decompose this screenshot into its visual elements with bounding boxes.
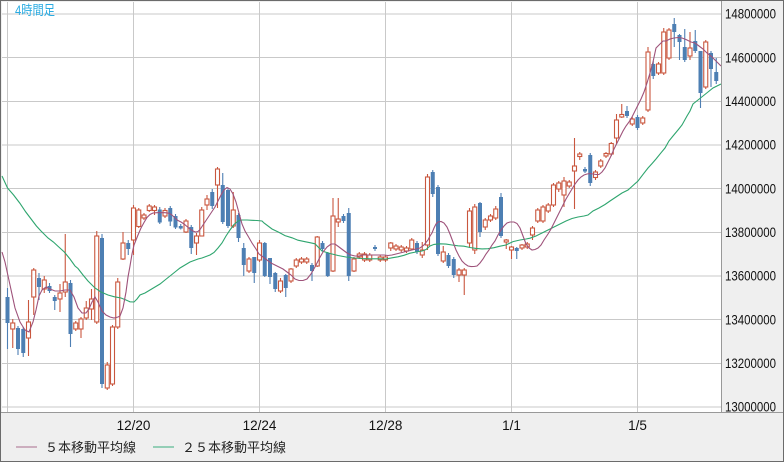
svg-text:13800000: 13800000 <box>725 225 776 240</box>
svg-text:14200000: 14200000 <box>725 138 776 153</box>
svg-text:13000000: 13000000 <box>725 400 776 415</box>
svg-text:14600000: 14600000 <box>725 50 776 65</box>
svg-text:13600000: 13600000 <box>725 269 776 284</box>
svg-text:1/5: 1/5 <box>628 418 647 433</box>
svg-text:1/1: 1/1 <box>502 418 521 433</box>
svg-text:２５本移動平均線: ２５本移動平均線 <box>182 440 286 455</box>
svg-text:14800000: 14800000 <box>725 7 776 22</box>
svg-text:12/28: 12/28 <box>369 418 403 433</box>
svg-text:13200000: 13200000 <box>725 356 776 371</box>
svg-text:12/24: 12/24 <box>243 418 277 433</box>
svg-text:13400000: 13400000 <box>725 312 776 327</box>
svg-text:14000000: 14000000 <box>725 181 776 196</box>
svg-text:14400000: 14400000 <box>725 94 776 109</box>
svg-text:12/20: 12/20 <box>117 418 151 433</box>
svg-text:５本移動平均線: ５本移動平均線 <box>45 440 136 455</box>
svg-text:4時間足: 4時間足 <box>15 3 55 18</box>
